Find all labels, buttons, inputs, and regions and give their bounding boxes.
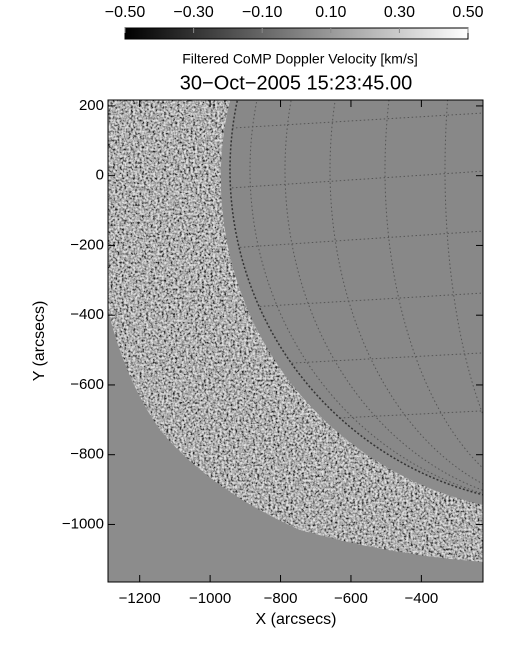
x-tick-label: −800 (264, 590, 298, 607)
y-tick-label: −200 (70, 236, 104, 253)
colorbar-tick-label: 0.50 (452, 4, 483, 21)
y-tick-label: −800 (70, 446, 104, 463)
image (108, 100, 483, 582)
y-tick-label: −1000 (62, 515, 104, 532)
colorbar-tick-label: −0.50 (105, 4, 146, 21)
x-axis-label: X (arcsecs) (256, 611, 337, 628)
plot-frame (107, 99, 484, 583)
colorbar-label: Filtered CoMP Doppler Velocity [km/s] (182, 51, 418, 67)
solar-disk (230, 100, 483, 505)
x-tick-label: −1200 (119, 590, 161, 607)
chart-title: 30−Oct−2005 15:23:45.00 (180, 72, 412, 94)
y-tick-label: −600 (70, 376, 104, 393)
y-tick-label: 200 (79, 97, 104, 114)
colorbar-tick-label: −0.30 (173, 4, 214, 21)
colorbar-tick-label: 0.30 (384, 4, 415, 21)
y-tick-label: −400 (70, 306, 104, 323)
y-axis-label: Y (arcsecs) (31, 301, 48, 382)
colorbar (124, 27, 469, 40)
x-tick-label: −1000 (189, 590, 231, 607)
colorbar-tick-label: −0.10 (242, 4, 283, 21)
colorbar-tick-label: 0.10 (315, 4, 346, 21)
y-tick-label: 0 (96, 167, 104, 184)
x-tick-label: −600 (334, 590, 368, 607)
x-tick-label: −400 (404, 590, 438, 607)
